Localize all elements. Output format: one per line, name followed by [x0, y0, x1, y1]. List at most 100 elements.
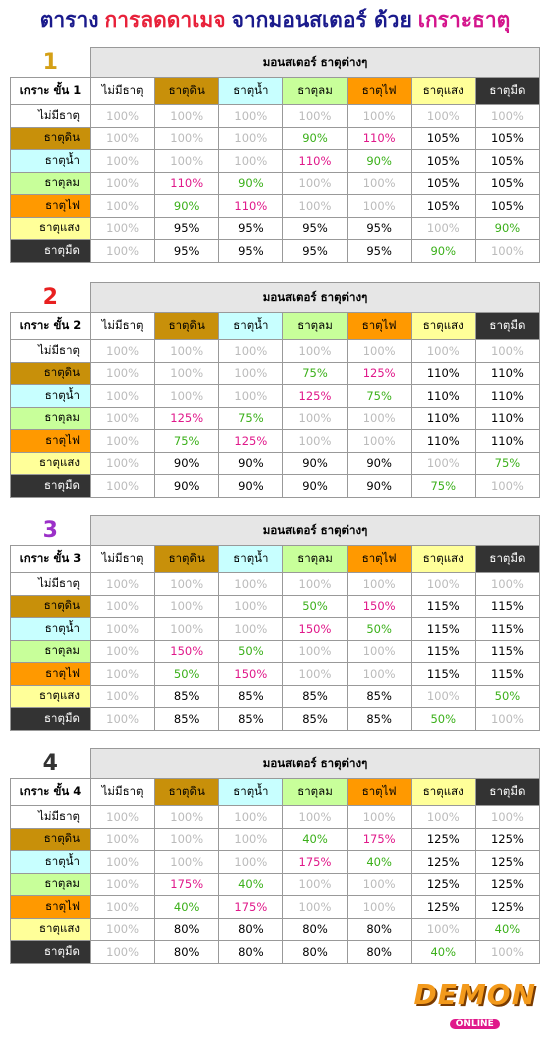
column-row: เกราะ ขั้น 1 ไม่มีธาตุ ธาตุดิน ธาตุน้ำ ธาตุล… — [10, 77, 541, 105]
cell: 100% — [89, 429, 156, 453]
cell: 100% — [346, 872, 412, 896]
column-header: ธาตุน้ำ — [218, 77, 284, 105]
column-header: ธาตุไฟ — [346, 77, 412, 105]
cell: 90% — [346, 451, 412, 475]
row-header: ธาตุแสง — [10, 917, 91, 941]
cell: 100% — [346, 194, 412, 218]
cell: 100% — [282, 194, 348, 218]
cell: 100% — [89, 361, 156, 385]
column-header: ธาตุน้ำ — [218, 545, 284, 573]
data-row: ธาตุน้ำ 100% 100% 100% 150% 50% 115% 115% — [10, 617, 541, 641]
cell: 115% — [474, 617, 541, 641]
cell: 110% — [154, 171, 220, 195]
row-header: ธาตุแสง — [10, 216, 91, 240]
cell: 100% — [410, 684, 476, 708]
cell: 100% — [154, 104, 220, 128]
cell: 100% — [346, 104, 412, 128]
cell: 40% — [474, 917, 541, 941]
column-row: เกราะ ขั้น 3 ไม่มีธาตุ ธาตุดิน ธาตุน้ำ ธาตุล… — [10, 545, 541, 573]
cell: 100% — [218, 126, 284, 150]
cell: 80% — [346, 917, 412, 941]
cell: 85% — [346, 707, 412, 731]
title-part: เกราะธาตุ — [417, 8, 511, 32]
column-header: ธาตุลม — [282, 77, 348, 105]
cell: 95% — [346, 239, 412, 263]
cell: 125% — [410, 872, 476, 896]
cell: 110% — [474, 384, 541, 408]
cell: 100% — [282, 639, 348, 663]
cell: 100% — [282, 171, 348, 195]
data-row: ธาตุไฟ 100% 40% 175% 100% 100% 125% 125% — [10, 895, 541, 919]
cell: 100% — [282, 662, 348, 686]
row-header: ธาตุดิน — [10, 594, 91, 618]
data-row: ธาตุลม 100% 125% 75% 100% 100% 110% 110% — [10, 406, 541, 430]
damage-table: 3 มอนสเตอร์ ธาตุต่างๆ เกราะ ขั้น 3 ไม่มีธาต… — [10, 515, 541, 731]
cell: 125% — [474, 827, 541, 851]
data-row: ธาตุไฟ 100% 90% 110% 100% 100% 105% 105% — [10, 194, 541, 218]
cell: 100% — [218, 827, 284, 851]
column-header: ธาตุมืด — [474, 778, 541, 806]
cell: 80% — [346, 940, 412, 964]
cell: 100% — [154, 339, 220, 363]
cell: 100% — [218, 339, 284, 363]
row-header: ธาตุดิน — [10, 126, 91, 150]
cell: 100% — [346, 805, 412, 829]
cell: 100% — [346, 572, 412, 596]
cell: 100% — [474, 474, 541, 498]
cell: 110% — [410, 406, 476, 430]
cell: 105% — [474, 149, 541, 173]
cell: 100% — [218, 361, 284, 385]
cell: 105% — [410, 171, 476, 195]
header-row: 3 มอนสเตอร์ ธาตุต่างๆ — [11, 515, 540, 546]
damage-table: 2 มอนสเตอร์ ธาตุต่างๆ เกราะ ขั้น 2 ไม่มีธาต… — [10, 282, 541, 498]
data-row: ธาตุไฟ 100% 75% 125% 100% 100% 110% 110% — [10, 429, 541, 453]
cell: 105% — [474, 171, 541, 195]
logo-tagline: ONLINE — [449, 1019, 500, 1029]
cell: 75% — [346, 384, 412, 408]
cell: 100% — [154, 126, 220, 150]
table-header: มอนสเตอร์ ธาตุต่างๆ — [90, 282, 540, 313]
column-header: ธาตุแสง — [410, 312, 476, 340]
cell: 105% — [474, 194, 541, 218]
cell: 90% — [154, 194, 220, 218]
data-row: ไม่มีธาตุ 100% 100% 100% 100% 100% 100% 100% — [10, 104, 541, 128]
data-row: ธาตุลม 100% 150% 50% 100% 100% 115% 115% — [10, 639, 541, 663]
cell: 40% — [410, 940, 476, 964]
cell: 100% — [89, 194, 156, 218]
cell: 75% — [218, 406, 284, 430]
cell: 110% — [474, 406, 541, 430]
data-row: ธาตุน้ำ 100% 100% 100% 125% 75% 110% 110% — [10, 384, 541, 408]
header-row: 4 มอนสเตอร์ ธาตุต่างๆ — [11, 748, 540, 779]
cell: 75% — [154, 429, 220, 453]
column-header: ธาตุดิน — [154, 312, 220, 340]
cell: 90% — [218, 171, 284, 195]
column-header: ธาตุแสง — [410, 77, 476, 105]
cell: 100% — [410, 104, 476, 128]
cell: 80% — [218, 940, 284, 964]
row-header: ธาตุไฟ — [10, 194, 91, 218]
row-header: ธาตุลม — [10, 639, 91, 663]
cell: 100% — [218, 384, 284, 408]
cell: 95% — [154, 239, 220, 263]
row-header: ธาตุลม — [10, 406, 91, 430]
cell: 100% — [474, 707, 541, 731]
data-row: ธาตุมืด 100% 80% 80% 80% 80% 40% 100% — [10, 940, 541, 964]
cell: 90% — [218, 474, 284, 498]
row-header: ธาตุแสง — [10, 684, 91, 708]
cell: 95% — [282, 216, 348, 240]
cell: 85% — [282, 707, 348, 731]
cell: 100% — [154, 805, 220, 829]
table-block: 3 มอนสเตอร์ ธาตุต่างๆ เกราะ ขั้น 3 ไม่มีธาต… — [10, 515, 541, 731]
table-number: 2 — [42, 284, 58, 310]
cell: 40% — [346, 850, 412, 874]
table-header: มอนสเตอร์ ธาตุต่างๆ — [90, 515, 540, 546]
cell: 90% — [346, 149, 412, 173]
cell: 100% — [154, 617, 220, 641]
cell: 125% — [474, 872, 541, 896]
data-row: ธาตุแสง 100% 95% 95% 95% 95% 100% 90% — [10, 216, 541, 240]
cell: 100% — [218, 850, 284, 874]
table-number: 3 — [42, 517, 58, 543]
cell: 100% — [89, 827, 156, 851]
cell: 125% — [410, 827, 476, 851]
cell: 100% — [346, 406, 412, 430]
